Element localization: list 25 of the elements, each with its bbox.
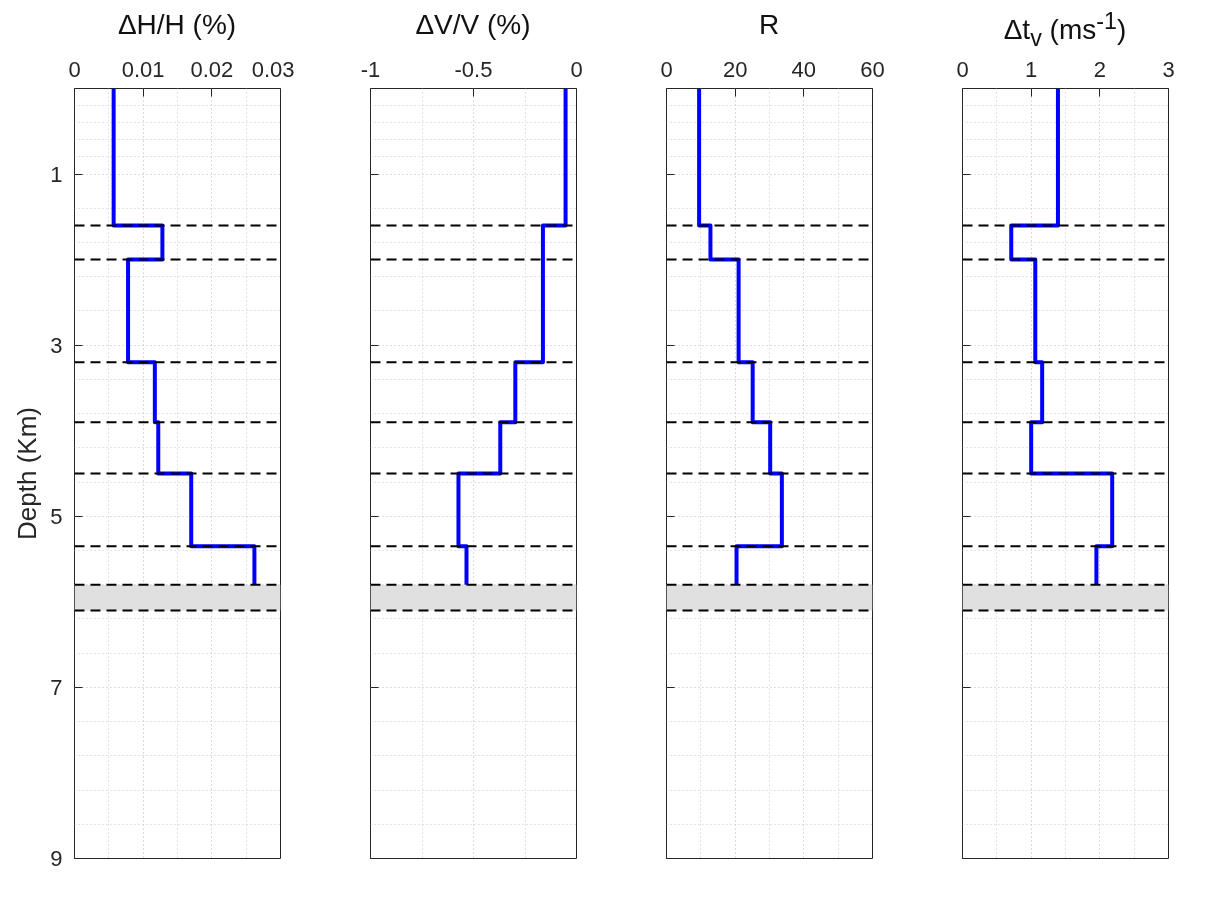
y-tick-label: 7 [50,674,63,700]
y-tick-label: 5 [50,503,63,529]
chart-title: ΔH/H (%) [116,8,238,42]
y-tick-label: 9 [50,846,63,871]
y-tick-label: 3 [50,332,63,358]
x-tick-label: 0.03 [251,56,295,82]
chart-title: ΔV/V (%) [414,8,532,42]
x-tick-label: 20 [722,56,748,82]
x-tick-label: 0 [660,56,673,82]
chart-title: Δt$_{v}$ (ms$^{-1}$) [1002,7,1128,53]
x-tick-label: 0 [956,56,969,82]
x-tick-label: 0.02 [190,56,234,82]
x-tick-label: 60 [860,56,885,82]
x-tick-label: 3 [1162,56,1175,82]
x-tick-label: -0.5 [454,56,493,82]
x-tick-label: 40 [791,56,817,82]
x-tick-label: 2 [1093,56,1106,82]
x-tick-label: 1 [1025,56,1038,82]
chart-title: R [757,8,781,42]
y-tick-label: 1 [50,161,63,187]
x-tick-label: -1 [360,56,381,82]
y-axis-title: Depth (Km) [12,407,43,540]
x-tick-label: 0 [570,56,583,82]
x-tick-label: 0.01 [121,56,165,82]
x-tick-label: 0 [68,56,81,82]
